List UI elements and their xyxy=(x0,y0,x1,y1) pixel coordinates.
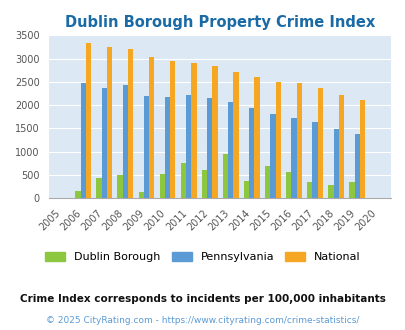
Bar xyxy=(85,43,91,198)
Bar xyxy=(243,181,249,198)
Text: © 2025 CityRating.com - https://www.cityrating.com/crime-statistics/: © 2025 CityRating.com - https://www.city… xyxy=(46,316,359,325)
Bar xyxy=(328,185,333,198)
Bar xyxy=(128,49,133,198)
Text: Crime Index corresponds to incidents per 100,000 inhabitants: Crime Index corresponds to incidents per… xyxy=(20,294,385,304)
Bar xyxy=(222,154,228,198)
Bar xyxy=(138,192,143,198)
Bar xyxy=(207,98,212,198)
Bar xyxy=(359,100,364,198)
Bar xyxy=(191,63,196,198)
Bar xyxy=(275,82,280,198)
Bar xyxy=(254,77,259,198)
Title: Dublin Borough Property Crime Index: Dublin Borough Property Crime Index xyxy=(65,15,375,30)
Bar xyxy=(117,176,122,198)
Bar xyxy=(180,163,185,198)
Bar xyxy=(249,108,254,198)
Bar xyxy=(317,88,322,198)
Bar xyxy=(185,95,191,198)
Bar xyxy=(212,66,217,198)
Bar xyxy=(270,115,275,198)
Bar xyxy=(233,72,238,198)
Bar xyxy=(349,182,354,198)
Bar xyxy=(201,170,207,198)
Bar xyxy=(286,172,291,198)
Bar xyxy=(101,88,107,198)
Bar xyxy=(312,122,317,198)
Bar xyxy=(149,57,154,198)
Legend: Dublin Borough, Pennsylvania, National: Dublin Borough, Pennsylvania, National xyxy=(40,248,364,267)
Bar xyxy=(143,96,149,198)
Bar xyxy=(296,83,301,198)
Bar xyxy=(228,102,233,198)
Bar xyxy=(96,178,101,198)
Bar xyxy=(354,134,359,198)
Bar xyxy=(338,95,343,198)
Bar xyxy=(80,83,85,198)
Bar xyxy=(291,118,296,198)
Bar xyxy=(307,182,312,198)
Bar xyxy=(159,174,164,198)
Bar xyxy=(164,97,170,198)
Bar xyxy=(170,61,175,198)
Bar xyxy=(122,85,128,198)
Bar xyxy=(264,166,270,198)
Bar xyxy=(75,191,80,198)
Bar xyxy=(333,129,338,198)
Bar xyxy=(107,47,112,198)
